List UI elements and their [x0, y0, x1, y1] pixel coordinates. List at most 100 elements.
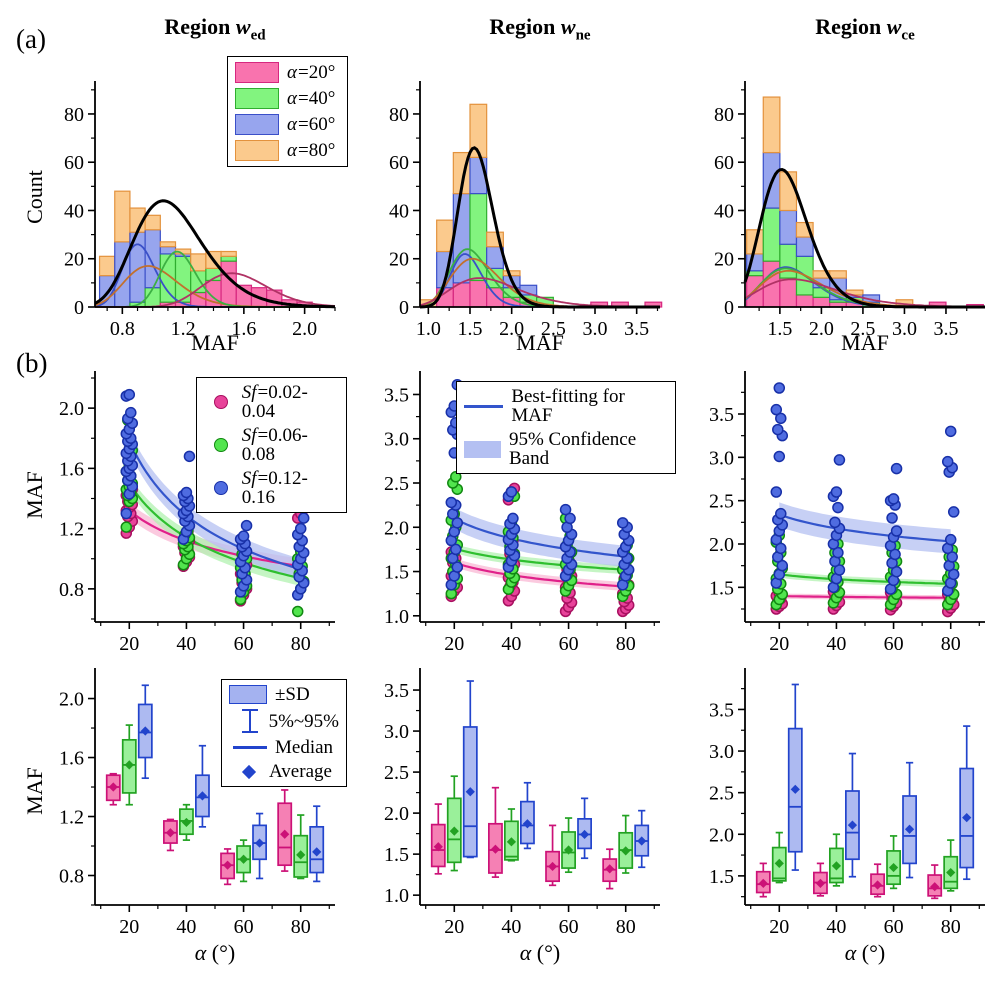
svg-text:3.5: 3.5	[384, 384, 409, 406]
svg-text:20: 20	[444, 916, 464, 938]
svg-text:20: 20	[389, 249, 409, 271]
svg-text:40: 40	[389, 200, 409, 222]
boxplot-region-wed: 20 40 60 80 0.8 1.2 1.6 2.0	[59, 668, 335, 938]
svg-text:60: 60	[884, 633, 904, 655]
svg-text:2.0: 2.0	[384, 517, 409, 539]
svg-text:0: 0	[724, 297, 734, 319]
panel-label-a: (a)	[16, 24, 46, 54]
svg-text:3.5: 3.5	[709, 404, 734, 426]
svg-text:60: 60	[884, 916, 904, 938]
svg-text:1.6: 1.6	[59, 458, 84, 480]
svg-text:60: 60	[389, 152, 409, 174]
svg-text:40: 40	[176, 916, 196, 938]
svg-text:3.0: 3.0	[709, 447, 734, 469]
svg-text:80: 80	[389, 104, 409, 126]
svg-text:2.5: 2.5	[709, 491, 734, 513]
svg-text:3.0: 3.0	[892, 318, 917, 340]
svg-text:2.5: 2.5	[709, 783, 734, 805]
legend-item-sd: ±SD	[229, 685, 339, 704]
svg-text:2.5: 2.5	[850, 318, 875, 340]
box-legend: ±SD 5%~95% Median Average	[221, 679, 347, 787]
svg-text:1.0: 1.0	[384, 606, 409, 628]
svg-text:40: 40	[826, 916, 846, 938]
svg-text:1.6: 1.6	[59, 748, 84, 770]
svg-text:2.5: 2.5	[384, 762, 409, 784]
alpha-20-swatch	[235, 62, 279, 83]
title-region-wce: Region wce	[815, 14, 915, 44]
svg-text:40: 40	[826, 633, 846, 655]
svg-text:80: 80	[291, 633, 311, 655]
svg-text:3.0: 3.0	[384, 721, 409, 743]
svg-text:60: 60	[234, 916, 254, 938]
sf-2-swatch	[214, 438, 228, 452]
svg-text:20: 20	[444, 633, 464, 655]
svg-text:1.5: 1.5	[709, 866, 734, 888]
svg-text:1.5: 1.5	[458, 318, 483, 340]
svg-text:1.5: 1.5	[709, 577, 734, 599]
svg-text:80: 80	[616, 633, 636, 655]
legend-item-sf-1: Sf=0.02-0.04	[204, 383, 339, 421]
median-line-icon	[233, 746, 267, 749]
legend-item-alpha-80: α=80°	[235, 140, 340, 161]
sf-3-swatch	[214, 481, 228, 495]
svg-text:3.5: 3.5	[933, 318, 958, 340]
svg-text:40: 40	[176, 633, 196, 655]
fit-legend: Best-fitting for MAF 95% Confidence Band	[456, 381, 676, 474]
svg-text:2.5: 2.5	[384, 473, 409, 495]
svg-text:2.0: 2.0	[59, 398, 84, 420]
svg-text:1.2: 1.2	[59, 807, 84, 829]
svg-text:2.0: 2.0	[384, 803, 409, 825]
svg-text:40: 40	[501, 633, 521, 655]
svg-text:20: 20	[119, 633, 139, 655]
sf-1-swatch	[214, 395, 228, 409]
svg-text:1.5: 1.5	[384, 844, 409, 866]
svg-text:40: 40	[501, 916, 521, 938]
svg-text:3.5: 3.5	[709, 699, 734, 721]
svg-text:80: 80	[291, 916, 311, 938]
svg-text:0.8: 0.8	[59, 866, 84, 888]
svg-text:80: 80	[64, 104, 84, 126]
xaxis-label-alpha-3: α (°)	[844, 940, 886, 965]
svg-text:80: 80	[941, 633, 961, 655]
xaxis-label-maf-2: MAF	[516, 330, 564, 355]
alpha-40-swatch	[235, 88, 279, 109]
svg-text:0.8: 0.8	[110, 318, 135, 340]
legend-item-percentile: 5%~95%	[229, 709, 339, 733]
histogram-region-wne: 1.0 1.5 2.0 2.5 3.0 3.5 0 20 40 60 80	[389, 81, 663, 340]
svg-text:2.0: 2.0	[809, 318, 834, 340]
svg-text:2.0: 2.0	[499, 318, 524, 340]
svg-text:1.0: 1.0	[384, 885, 409, 907]
svg-text:20: 20	[769, 633, 789, 655]
xaxis-label-maf-1: MAF	[191, 330, 239, 355]
legend-item-sf-3: Sf=0.12-0.16	[204, 469, 339, 507]
legend-item-median: Median	[229, 738, 339, 757]
svg-text:40: 40	[714, 200, 734, 222]
svg-text:80: 80	[616, 916, 636, 938]
xaxis-label-maf-3: MAF	[841, 330, 889, 355]
average-diamond-icon	[241, 764, 257, 779]
legend-item-confband: 95% Confidence Band	[464, 430, 668, 468]
alpha-legend: α=20° α=40° α=60° α=80°	[227, 56, 348, 167]
legend-item-alpha-40: α=40°	[235, 88, 340, 109]
xaxis-label-alpha-1: α (°)	[194, 940, 236, 965]
legend-item-alpha-60: α=60°	[235, 114, 340, 135]
svg-text:20: 20	[769, 916, 789, 938]
svg-text:2.0: 2.0	[292, 318, 317, 340]
svg-text:60: 60	[64, 152, 84, 174]
legend-item-average: Average	[229, 762, 339, 781]
sd-box-swatch	[229, 685, 267, 704]
svg-text:20: 20	[714, 249, 734, 271]
sf-legend: Sf=0.02-0.04 Sf=0.06-0.08 Sf=0.12-0.16	[196, 377, 347, 513]
svg-text:1.2: 1.2	[171, 318, 196, 340]
svg-text:60: 60	[559, 916, 579, 938]
confband-swatch	[464, 440, 501, 458]
svg-text:3.0: 3.0	[709, 741, 734, 763]
svg-text:1.6: 1.6	[231, 318, 256, 340]
xaxis-label-alpha-2: α (°)	[519, 940, 561, 965]
svg-text:40: 40	[64, 200, 84, 222]
svg-text:1.0: 1.0	[416, 318, 441, 340]
alpha-60-swatch	[235, 114, 279, 135]
percentile-whisker-icon	[242, 709, 258, 733]
scatter-region-wce: 20 40 60 80 1.5 2.0 2.5 3.0 3.5	[709, 371, 985, 655]
